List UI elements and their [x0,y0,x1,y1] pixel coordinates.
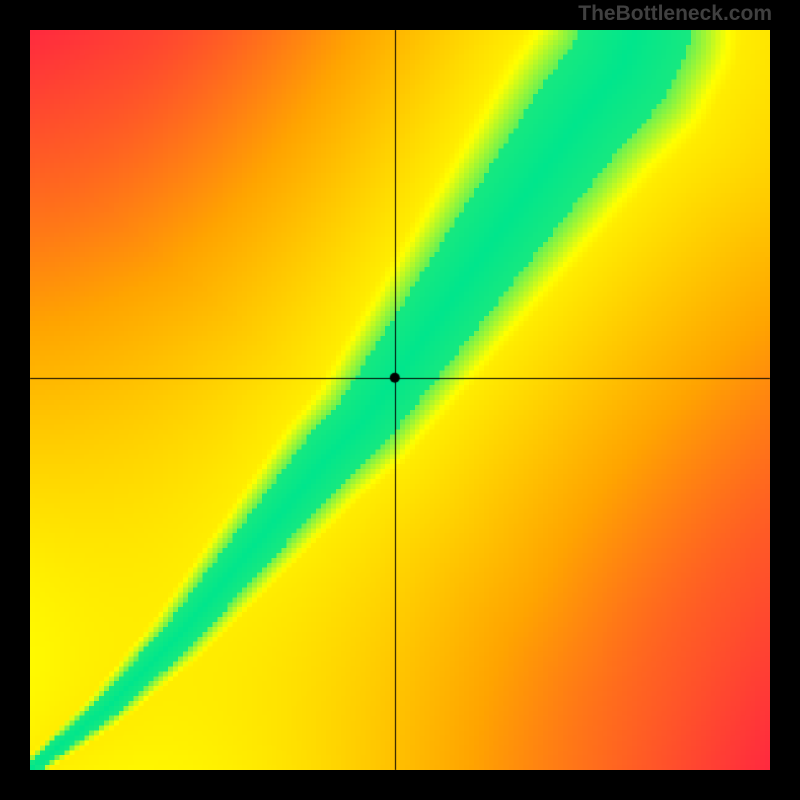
chart-stage: TheBottleneck.com [0,0,800,800]
watermark-text: TheBottleneck.com [578,2,772,26]
bottleneck-heatmap [30,30,770,770]
